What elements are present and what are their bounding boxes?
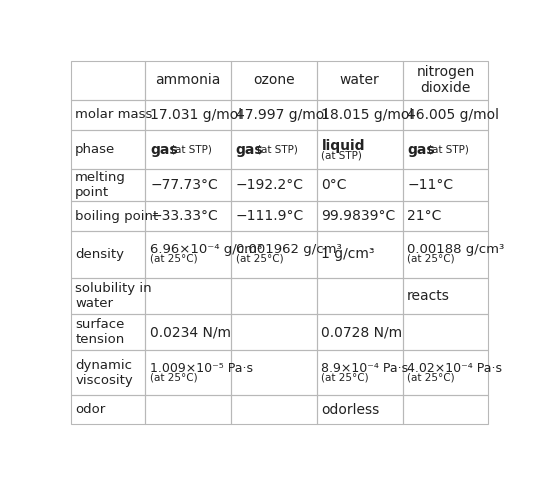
- Text: solubility in
water: solubility in water: [75, 282, 152, 310]
- Text: 0.001962 g/cm³: 0.001962 g/cm³: [236, 242, 341, 255]
- Text: reacts: reacts: [407, 289, 450, 303]
- Text: 0.0234 N/m: 0.0234 N/m: [150, 325, 231, 339]
- Text: (at 25°C): (at 25°C): [150, 253, 198, 264]
- Text: surface
tension: surface tension: [75, 318, 124, 346]
- Text: (at 25°C): (at 25°C): [322, 372, 369, 383]
- Text: water: water: [340, 73, 379, 87]
- Text: (at 25°C): (at 25°C): [407, 253, 455, 264]
- Text: −33.33°C: −33.33°C: [150, 209, 218, 223]
- Text: 0.00188 g/cm³: 0.00188 g/cm³: [407, 242, 505, 255]
- Text: nitrogen
dioxide: nitrogen dioxide: [416, 65, 474, 96]
- Text: 17.031 g/mol: 17.031 g/mol: [150, 108, 242, 122]
- Text: 8.9×10⁻⁴ Pa·s: 8.9×10⁻⁴ Pa·s: [322, 362, 408, 375]
- Text: 1.009×10⁻⁵ Pa·s: 1.009×10⁻⁵ Pa·s: [150, 362, 253, 375]
- Text: ozone: ozone: [253, 73, 295, 87]
- Text: odor: odor: [75, 403, 105, 416]
- Text: odorless: odorless: [322, 403, 380, 417]
- Text: (at STP): (at STP): [322, 150, 363, 160]
- Text: −111.9°C: −111.9°C: [236, 209, 304, 223]
- Text: 6.96×10⁻⁴ g/cm³: 6.96×10⁻⁴ g/cm³: [150, 242, 262, 255]
- Text: (at 25°C): (at 25°C): [150, 372, 198, 383]
- Text: 0°C: 0°C: [322, 178, 347, 192]
- Text: ammonia: ammonia: [156, 73, 221, 87]
- Text: −192.2°C: −192.2°C: [236, 178, 304, 192]
- Text: 46.005 g/mol: 46.005 g/mol: [407, 108, 499, 122]
- Text: gas: gas: [150, 143, 177, 156]
- Text: 99.9839°C: 99.9839°C: [322, 209, 396, 223]
- Text: −11°C: −11°C: [407, 178, 453, 192]
- Text: dynamic
viscosity: dynamic viscosity: [75, 359, 133, 387]
- Text: molar mass: molar mass: [75, 108, 152, 121]
- Text: boiling point: boiling point: [75, 209, 158, 223]
- Text: phase: phase: [75, 143, 115, 156]
- Text: (at 25°C): (at 25°C): [407, 372, 455, 383]
- Text: 0.0728 N/m: 0.0728 N/m: [322, 325, 402, 339]
- Text: 47.997 g/mol: 47.997 g/mol: [236, 108, 328, 122]
- Text: (at STP): (at STP): [171, 144, 212, 155]
- Text: gas: gas: [236, 143, 263, 156]
- Text: liquid: liquid: [322, 139, 365, 153]
- Text: melting
point: melting point: [75, 171, 126, 199]
- Text: 18.015 g/mol: 18.015 g/mol: [322, 108, 414, 122]
- Text: (at STP): (at STP): [257, 144, 298, 155]
- Text: 4.02×10⁻⁴ Pa·s: 4.02×10⁻⁴ Pa·s: [407, 362, 502, 375]
- Text: 1 g/cm³: 1 g/cm³: [322, 248, 375, 262]
- Text: −77.73°C: −77.73°C: [150, 178, 218, 192]
- Text: density: density: [75, 248, 124, 261]
- Text: gas: gas: [407, 143, 435, 156]
- Text: (at 25°C): (at 25°C): [236, 253, 283, 264]
- Text: (at STP): (at STP): [428, 144, 469, 155]
- Text: 21°C: 21°C: [407, 209, 442, 223]
